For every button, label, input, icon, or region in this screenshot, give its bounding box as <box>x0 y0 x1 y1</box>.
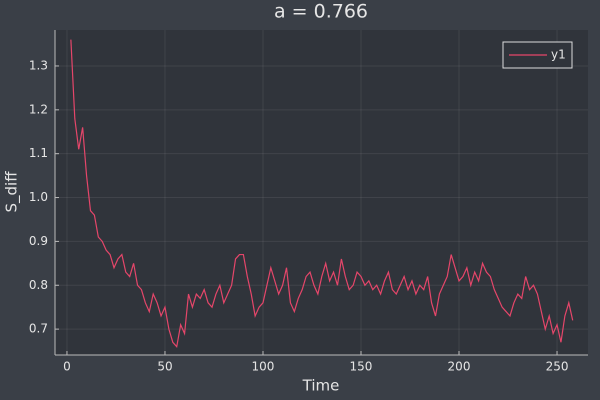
y-axis-label: S_diff <box>3 171 22 213</box>
y-tick-label: 1.2 <box>29 102 48 116</box>
y-tick-label: 1.0 <box>29 190 48 204</box>
chart-title: a = 0.766 <box>274 1 368 23</box>
data-line <box>70 39 574 348</box>
y-tick-label: 0.7 <box>29 322 48 336</box>
plot-area <box>55 30 588 355</box>
y-tick-label: 1.1 <box>29 146 48 160</box>
x-tick-label: 200 <box>448 360 471 374</box>
x-axis-label: Time <box>302 377 340 395</box>
legend-label: y1 <box>551 48 566 62</box>
y-tick-label: 0.8 <box>29 278 48 292</box>
x-tick-label: 250 <box>546 360 569 374</box>
y-tick-label: 1.3 <box>29 58 48 72</box>
y-tick-label: 0.9 <box>29 234 48 248</box>
x-tick-label: 100 <box>252 360 275 374</box>
x-tick-label: 0 <box>63 360 71 374</box>
x-tick-label: 50 <box>157 360 172 374</box>
x-tick-label: 150 <box>350 360 373 374</box>
